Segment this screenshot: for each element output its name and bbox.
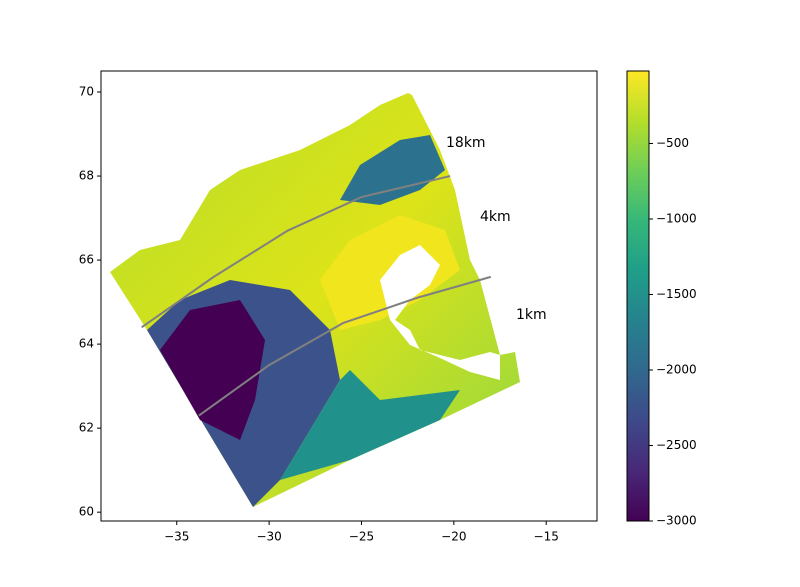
slope <box>280 370 460 480</box>
deepest <box>160 300 265 440</box>
x-tick-label: −20 <box>441 530 466 544</box>
resolution-label: 4km <box>480 209 511 225</box>
y-tick-label: 60 <box>79 505 94 519</box>
x-tick-label: −25 <box>349 530 374 544</box>
colorbar-tick-label: −3000 <box>656 514 697 528</box>
y-tick-label: 64 <box>79 337 94 351</box>
resolution-label: 18km <box>446 135 486 151</box>
axes-frame <box>100 70 598 522</box>
colorbar-tick-label: −2000 <box>656 362 697 376</box>
shelf-north <box>340 135 445 205</box>
colorbar-tick-label: −2500 <box>656 438 697 452</box>
resolution-label: 1km <box>516 307 547 323</box>
colorbar-tick-label: −1500 <box>656 287 697 301</box>
x-tick-label: −35 <box>164 530 189 544</box>
colorbar-tick-label: −1000 <box>656 211 697 225</box>
y-tick-label: 68 <box>79 169 94 183</box>
bathymetry-field <box>110 93 520 507</box>
y-tick-label: 70 <box>79 85 94 99</box>
resolution-boundary <box>198 275 492 417</box>
colorbar-tick-label: −500 <box>656 136 689 150</box>
colorbar <box>626 70 650 522</box>
x-tick-label: −15 <box>534 530 559 544</box>
y-tick-label: 62 <box>79 421 94 435</box>
x-tick-label: −30 <box>256 530 281 544</box>
resolution-boundary <box>141 175 451 329</box>
y-tick-label: 66 <box>79 253 94 267</box>
coast-gap <box>380 245 500 380</box>
